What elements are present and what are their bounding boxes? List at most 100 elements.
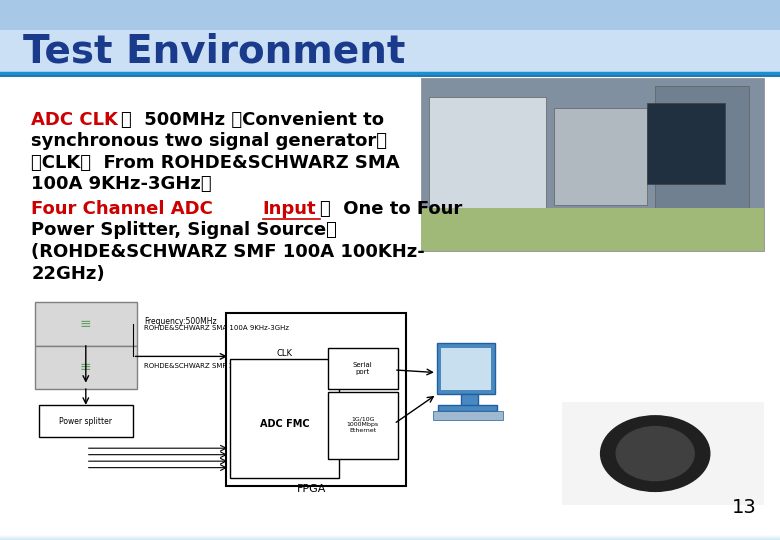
Text: ADC FMC: ADC FMC	[260, 419, 310, 429]
Text: Frequency:500MHz: Frequency:500MHz	[144, 317, 217, 326]
Bar	[0, 531, 780, 537]
Text: Test Environment: Test Environment	[23, 32, 406, 70]
Bar	[0, 532, 780, 537]
Bar	[0, 535, 780, 540]
Bar	[0, 534, 780, 539]
Bar	[0, 531, 780, 537]
Bar	[0, 534, 780, 539]
Bar	[433, 411, 503, 420]
Bar	[0, 530, 780, 536]
Text: 22GHz): 22GHz)	[31, 265, 105, 282]
Bar	[0, 533, 780, 538]
Bar	[562, 402, 764, 505]
Bar	[0, 532, 780, 537]
Bar	[0, 530, 780, 535]
Text: 1G/10G
1000Mbps
Ethernet: 1G/10G 1000Mbps Ethernet	[346, 417, 379, 433]
Bar	[0, 534, 780, 539]
Bar	[0, 534, 780, 539]
Bar	[0, 530, 780, 535]
Bar	[0, 534, 780, 539]
FancyBboxPatch shape	[39, 405, 133, 437]
FancyBboxPatch shape	[328, 392, 398, 459]
Bar	[0, 530, 780, 536]
Bar	[0, 530, 780, 535]
Bar	[0, 534, 780, 539]
Bar	[0, 534, 780, 539]
Bar	[0, 534, 780, 539]
Bar	[0, 533, 780, 538]
Bar	[0, 530, 780, 535]
Bar	[0, 532, 780, 538]
Bar	[0, 532, 780, 537]
Bar	[0, 532, 780, 538]
Bar	[0, 531, 780, 537]
Text: ROHDE&SCHWARZ SMA 100A 9KHz-3GHz: ROHDE&SCHWARZ SMA 100A 9KHz-3GHz	[144, 325, 289, 332]
Bar	[0, 532, 780, 538]
Bar	[0, 529, 780, 535]
Bar	[438, 405, 497, 411]
Bar	[0, 531, 780, 536]
Text: 100A 9KHz-3GHz）: 100A 9KHz-3GHz）	[31, 176, 212, 193]
Bar	[0, 531, 780, 536]
Bar	[0, 532, 780, 537]
Circle shape	[616, 427, 694, 481]
Bar	[0, 532, 780, 537]
Bar	[0, 534, 780, 539]
Bar	[0, 532, 780, 538]
Bar	[0, 534, 780, 539]
Bar	[461, 394, 478, 406]
Bar	[0, 0, 780, 73]
Bar	[0, 531, 780, 537]
FancyBboxPatch shape	[328, 348, 398, 389]
Bar	[441, 348, 491, 390]
Bar	[0, 533, 780, 538]
Bar	[0, 530, 780, 535]
Text: Power Splitter, Signal Source：: Power Splitter, Signal Source：	[31, 221, 337, 239]
Bar	[554, 108, 647, 205]
Text: (ROHDE&SCHWARZ SMF 100A 100KHz-: (ROHDE&SCHWARZ SMF 100A 100KHz-	[31, 243, 425, 261]
Circle shape	[601, 416, 710, 491]
Bar	[0, 530, 780, 535]
Bar	[0, 530, 780, 536]
Bar	[0, 532, 780, 538]
Bar	[0, 531, 780, 536]
Bar	[0, 532, 780, 537]
Bar	[0, 530, 780, 536]
Text: ≡: ≡	[80, 317, 91, 331]
Bar	[0, 531, 780, 536]
Text: Power splitter: Power splitter	[59, 417, 112, 426]
Bar	[0, 535, 780, 540]
Bar	[437, 343, 495, 394]
FancyBboxPatch shape	[226, 313, 406, 486]
Bar	[0, 534, 780, 539]
Bar	[0, 531, 780, 536]
Bar	[0, 530, 780, 536]
Bar	[0, 531, 780, 537]
Bar	[0, 530, 780, 535]
Bar	[0, 530, 780, 536]
Bar	[0, 533, 780, 538]
Bar	[0, 530, 780, 536]
Text: ≡: ≡	[80, 360, 91, 374]
Bar	[0, 529, 780, 535]
FancyBboxPatch shape	[35, 302, 136, 346]
Bar	[0, 531, 780, 537]
Bar	[0, 532, 780, 538]
Bar	[429, 97, 546, 216]
Bar	[0, 529, 780, 535]
Bar	[0, 38, 780, 513]
Text: FPGA: FPGA	[297, 484, 327, 494]
Text: ADC CLK: ADC CLK	[31, 111, 118, 129]
Bar	[0, 532, 780, 538]
Bar	[0, 533, 780, 538]
Bar	[0, 534, 780, 539]
Bar	[655, 86, 749, 227]
Text: （CLK：  From ROHDE&SCHWARZ SMA: （CLK： From ROHDE&SCHWARZ SMA	[31, 154, 400, 172]
Text: CLK: CLK	[277, 349, 292, 358]
Bar	[0, 535, 780, 540]
Bar	[0, 532, 780, 537]
Bar	[0, 531, 780, 536]
Bar	[0, 531, 780, 536]
Bar	[0, 532, 780, 538]
Bar	[0, 533, 780, 538]
